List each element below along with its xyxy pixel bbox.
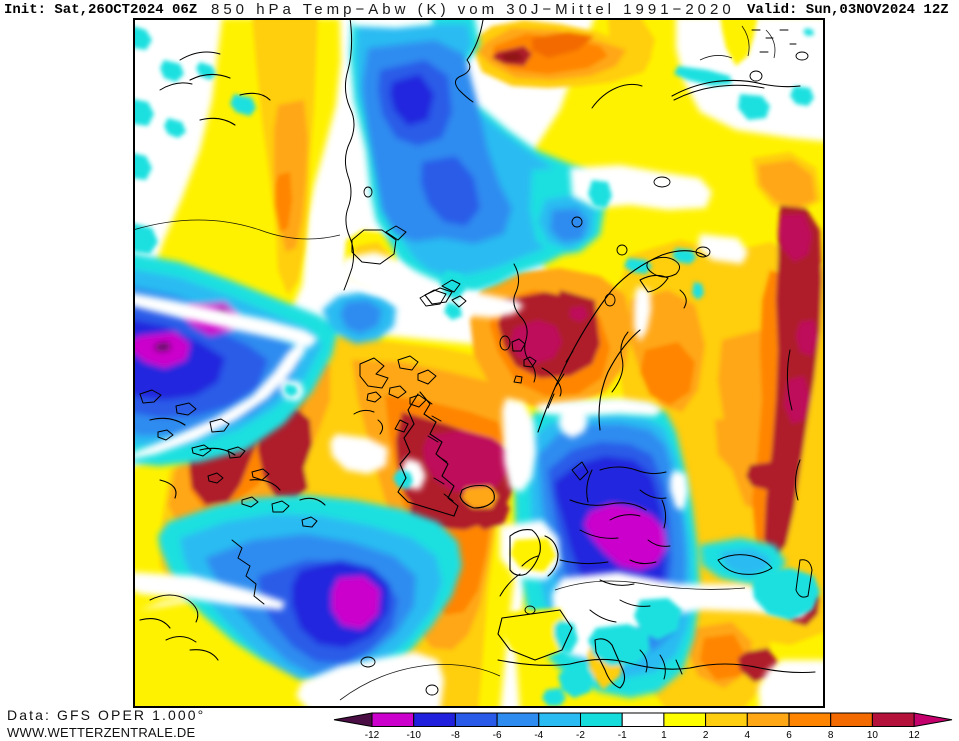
svg-text:8: 8 <box>828 730 834 741</box>
svg-text:-2: -2 <box>576 730 585 741</box>
svg-text:-10: -10 <box>406 730 421 741</box>
svg-text:-1: -1 <box>618 730 627 741</box>
svg-text:-8: -8 <box>451 730 460 741</box>
svg-text:1: 1 <box>661 730 667 741</box>
svg-text:-12: -12 <box>365 730 380 741</box>
svg-text:-4: -4 <box>534 730 543 741</box>
svg-text:-6: -6 <box>493 730 502 741</box>
svg-text:12: 12 <box>909 730 921 741</box>
svg-text:10: 10 <box>867 730 879 741</box>
svg-text:2: 2 <box>703 730 709 741</box>
svg-text:6: 6 <box>786 730 792 741</box>
svg-text:4: 4 <box>745 730 751 741</box>
